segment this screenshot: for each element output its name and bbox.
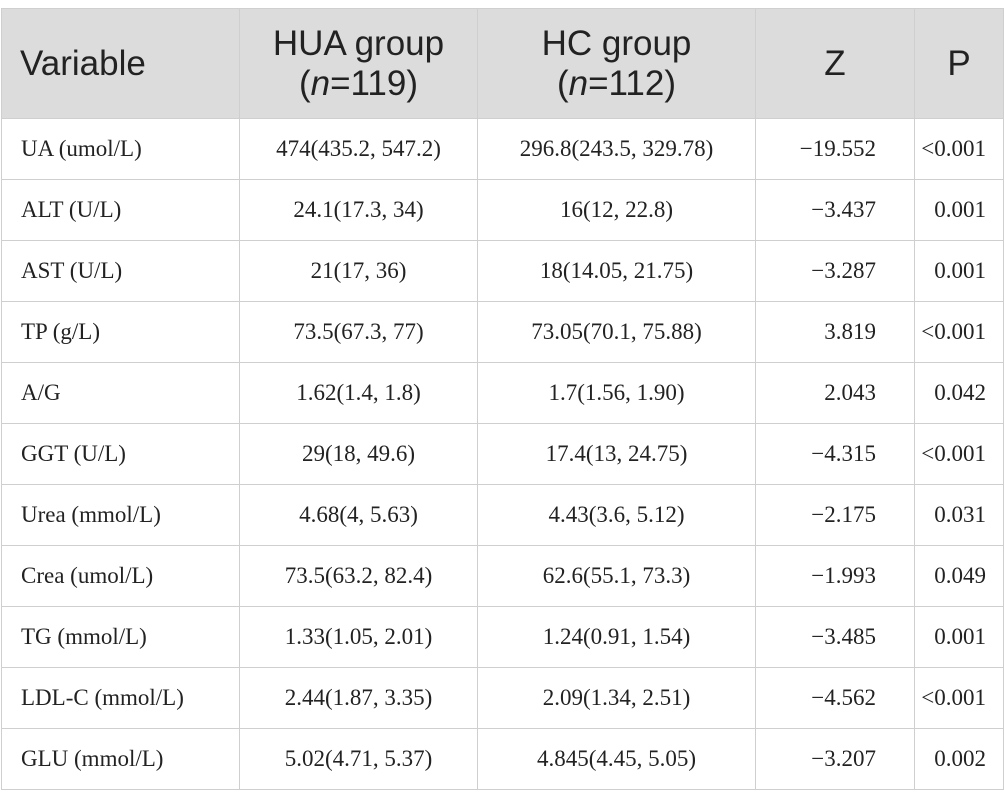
- cell-variable: ALT (U/L): [1, 179, 240, 241]
- header-hua-group: HUA group (n=119): [239, 8, 478, 119]
- header-hua-n-prefix: (: [298, 63, 311, 103]
- cell-p-value: 0.002: [914, 728, 1004, 790]
- header-row: Variable HUA group (n=119) HC group (n=112…: [1, 8, 1004, 119]
- cell-variable: TP (g/L): [1, 301, 240, 363]
- cell-z-value: −3.207: [755, 728, 915, 790]
- cell-variable: AST (U/L): [1, 240, 240, 302]
- cell-z-value: −3.287: [755, 240, 915, 302]
- cell-hc-value: 18(14.05, 21.75): [477, 240, 756, 302]
- cell-hc-value: 1.24(0.91, 1.54): [477, 606, 756, 668]
- cell-hua-value: 5.02(4.71, 5.37): [239, 728, 478, 790]
- header-variable: Variable: [1, 8, 240, 119]
- cell-hc-value: 296.8(243.5, 329.78): [477, 118, 756, 180]
- table-row: AST (U/L) 21(17, 36) 18(14.05, 21.75) −3…: [1, 240, 1004, 302]
- cell-hc-value: 73.05(70.1, 75.88): [477, 301, 756, 363]
- cell-p-value: 0.031: [914, 484, 1004, 546]
- cell-variable: A/G: [1, 362, 240, 424]
- cell-variable: Urea (mmol/L): [1, 484, 240, 546]
- cell-variable: GGT (U/L): [1, 423, 240, 485]
- header-hc-label: HC group: [541, 23, 692, 63]
- table-row: GLU (mmol/L) 5.02(4.71, 5.37) 4.845(4.45…: [1, 728, 1004, 790]
- header-hua-label: HUA group: [272, 23, 445, 63]
- cell-variable: Crea (umol/L): [1, 545, 240, 607]
- cell-hua-value: 73.5(63.2, 82.4): [239, 545, 478, 607]
- cell-z-value: −19.552: [755, 118, 915, 180]
- cell-p-value: <0.001: [914, 118, 1004, 180]
- cell-p-value: 0.049: [914, 545, 1004, 607]
- table-row: Urea (mmol/L) 4.68(4, 5.63) 4.43(3.6, 5.…: [1, 484, 1004, 546]
- cell-variable: LDL-C (mmol/L): [1, 667, 240, 729]
- cell-hua-value: 1.33(1.05, 2.01): [239, 606, 478, 668]
- header-hua-n-symbol: n: [310, 63, 331, 103]
- table-row: GGT (U/L) 29(18, 49.6) 17.4(13, 24.75) −…: [1, 423, 1004, 485]
- cell-variable: GLU (mmol/L): [1, 728, 240, 790]
- header-hc-group: HC group (n=112): [477, 8, 756, 119]
- header-hua-n-count: =119): [330, 63, 419, 103]
- cell-z-value: −1.993: [755, 545, 915, 607]
- cell-p-value: 0.001: [914, 179, 1004, 241]
- table-row: UA (umol/L) 474(435.2, 547.2) 296.8(243.…: [1, 118, 1004, 180]
- cell-hua-value: 29(18, 49.6): [239, 423, 478, 485]
- table-row: ALT (U/L) 24.1(17.3, 34) 16(12, 22.8) −3…: [1, 179, 1004, 241]
- cell-p-value: 0.001: [914, 606, 1004, 668]
- cell-z-value: −2.175: [755, 484, 915, 546]
- table-header: Variable HUA group (n=119) HC group (n=112…: [1, 8, 1004, 119]
- header-hc-n-symbol: n: [568, 63, 589, 103]
- cell-hc-value: 2.09(1.34, 2.51): [477, 667, 756, 729]
- cell-hc-value: 4.43(3.6, 5.12): [477, 484, 756, 546]
- header-z: Z: [755, 8, 915, 119]
- cell-hc-value: 62.6(55.1, 73.3): [477, 545, 756, 607]
- cell-p-value: 0.042: [914, 362, 1004, 424]
- cell-z-value: −3.437: [755, 179, 915, 241]
- table-body: UA (umol/L) 474(435.2, 547.2) 296.8(243.…: [1, 118, 1004, 790]
- cell-variable: TG (mmol/L): [1, 606, 240, 668]
- table-row: LDL-C (mmol/L) 2.44(1.87, 3.35) 2.09(1.3…: [1, 667, 1004, 729]
- table-row: TG (mmol/L) 1.33(1.05, 2.01) 1.24(0.91, …: [1, 606, 1004, 668]
- header-hc-n-count: =112): [588, 63, 677, 103]
- cell-z-value: 2.043: [755, 362, 915, 424]
- cell-hc-value: 17.4(13, 24.75): [477, 423, 756, 485]
- cell-z-value: 3.819: [755, 301, 915, 363]
- cell-hc-value: 1.7(1.56, 1.90): [477, 362, 756, 424]
- cell-hua-value: 4.68(4, 5.63): [239, 484, 478, 546]
- cell-hc-value: 16(12, 22.8): [477, 179, 756, 241]
- cell-z-value: −4.562: [755, 667, 915, 729]
- data-table: Variable HUA group (n=119) HC group (n=112…: [1, 8, 1004, 790]
- cell-z-value: −3.485: [755, 606, 915, 668]
- cell-z-value: −4.315: [755, 423, 915, 485]
- cell-hua-value: 24.1(17.3, 34): [239, 179, 478, 241]
- cell-hua-value: 474(435.2, 547.2): [239, 118, 478, 180]
- cell-hua-value: 1.62(1.4, 1.8): [239, 362, 478, 424]
- cell-p-value: <0.001: [914, 423, 1004, 485]
- cell-variable: UA (umol/L): [1, 118, 240, 180]
- table-row: A/G 1.62(1.4, 1.8) 1.7(1.56, 1.90) 2.043…: [1, 362, 1004, 424]
- header-p: P: [914, 8, 1004, 119]
- cell-hua-value: 21(17, 36): [239, 240, 478, 302]
- header-hc-n-prefix: (: [556, 63, 569, 103]
- cell-hua-value: 73.5(67.3, 77): [239, 301, 478, 363]
- cell-p-value: 0.001: [914, 240, 1004, 302]
- table-row: TP (g/L) 73.5(67.3, 77) 73.05(70.1, 75.8…: [1, 301, 1004, 363]
- table-row: Crea (umol/L) 73.5(63.2, 82.4) 62.6(55.1…: [1, 545, 1004, 607]
- cell-hc-value: 4.845(4.45, 5.05): [477, 728, 756, 790]
- cell-p-value: <0.001: [914, 667, 1004, 729]
- cell-p-value: <0.001: [914, 301, 1004, 363]
- cell-hua-value: 2.44(1.87, 3.35): [239, 667, 478, 729]
